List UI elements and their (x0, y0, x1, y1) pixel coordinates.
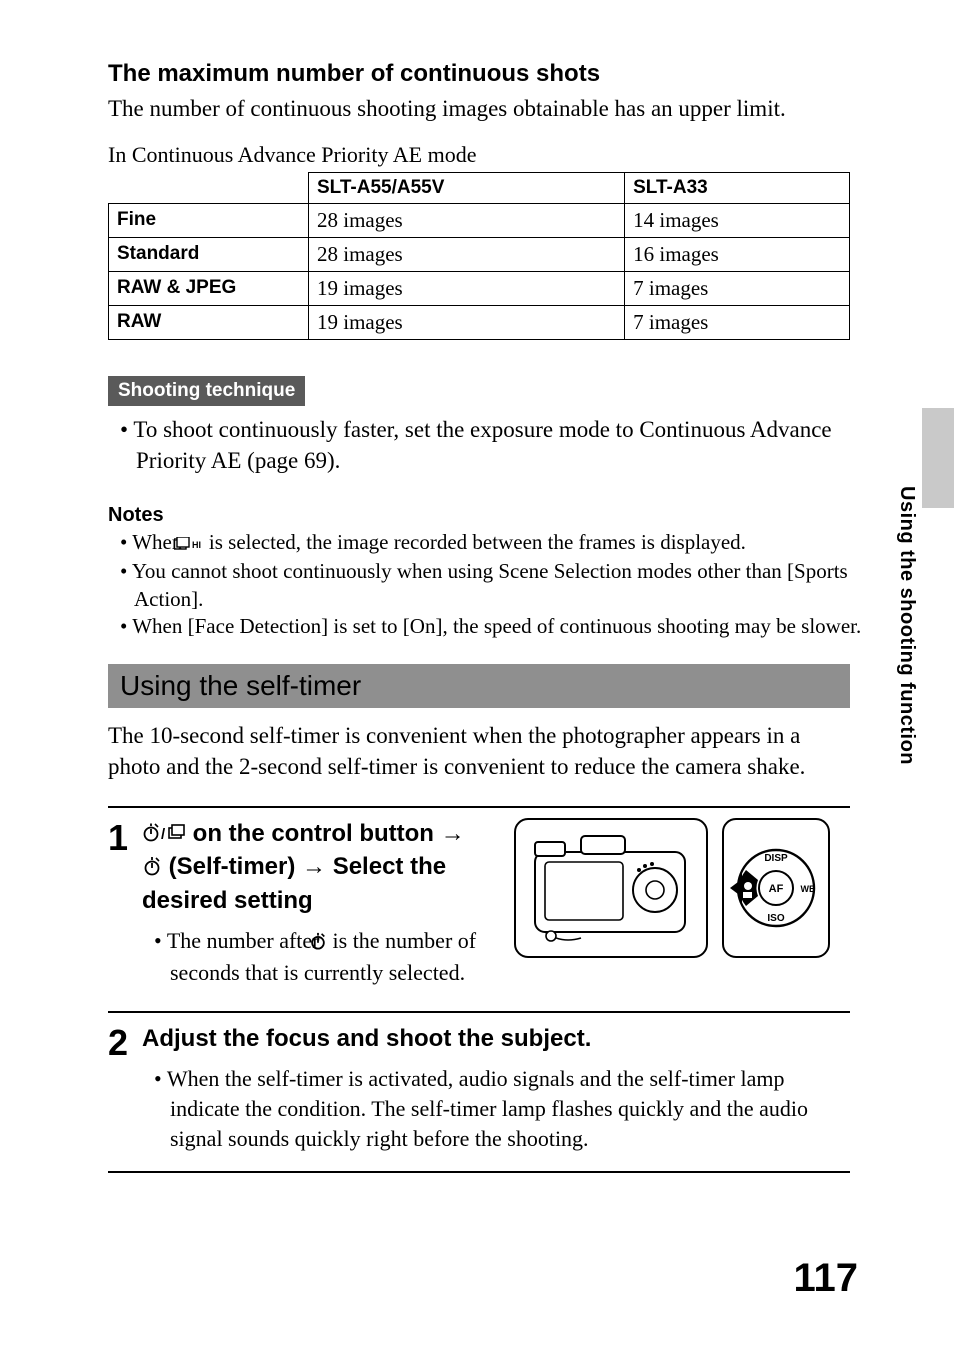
section-side-label: Using the shooting function (895, 486, 918, 765)
side-tab (922, 408, 954, 508)
table-col-header: SLT-A33 (625, 172, 850, 203)
step-number: 1 (108, 818, 142, 856)
camera-illustration (514, 818, 708, 958)
table-cell: 7 images (625, 271, 850, 305)
step-block: 1 / on the control bu (108, 806, 850, 987)
notes-item: When HI is selected, the image recorded … (108, 529, 894, 558)
technique-label: Shooting technique (108, 376, 305, 406)
timer-drive-icon: / (142, 820, 186, 851)
dial-top-label: DISP (764, 853, 788, 864)
subsection-body: The number of continuous shooting images… (108, 94, 894, 124)
table-row-label: Fine (109, 203, 309, 237)
table-row: Fine 28 images 14 images (109, 203, 850, 237)
section-intro: The 10-second self-timer is convenient w… (108, 720, 850, 782)
svg-text:HI: HI (192, 540, 201, 550)
arrow-icon: → (302, 853, 326, 880)
table-row: RAW 19 images 7 images (109, 305, 850, 339)
table-cell: 7 images (625, 305, 850, 339)
table-cell: 19 images (309, 271, 625, 305)
dial-left-arrow-icon (730, 882, 738, 894)
table-row-label: Standard (109, 237, 309, 271)
table-cell: 14 images (625, 203, 850, 237)
table-row: RAW & JPEG 19 images 7 images (109, 271, 850, 305)
table-cell: 28 images (309, 237, 625, 271)
table-cell: 19 images (309, 305, 625, 339)
self-timer-icon (325, 928, 327, 958)
table-row: Standard 28 images 16 images (109, 237, 850, 271)
step-title: Adjust the focus and shoot the subject. (142, 1023, 850, 1054)
continuous-shots-table: SLT-A55/A55V SLT-A33 Fine 28 images 14 i… (108, 172, 850, 340)
page-number: 117 (793, 1256, 858, 1301)
notes-item: You cannot shoot continuously when using… (108, 558, 894, 613)
step-text: on the control button (193, 820, 441, 847)
step-title: / on the control button → (142, 818, 502, 916)
page: Using the shooting function The maximum … (0, 0, 954, 1345)
step-illustration: AF DISP ISO WB (514, 818, 830, 958)
step-sub-item: The number after is the number of second… (142, 926, 502, 987)
step-block: 2 Adjust the focus and shoot the subject… (108, 1011, 850, 1173)
table-cell: 28 images (309, 203, 625, 237)
table-row-label: RAW (109, 305, 309, 339)
self-timer-icon (142, 853, 162, 884)
table-header-row: SLT-A55/A55V SLT-A33 (109, 172, 850, 203)
technique-list: To shoot continuously faster, set the ex… (108, 414, 894, 476)
table-header-empty (109, 172, 309, 203)
dial-right-label: WB (801, 884, 816, 894)
continuous-hi-icon: HI (188, 531, 204, 558)
step-sub-text: The number after (167, 928, 325, 953)
notes-text: is selected, the image recorded between … (209, 530, 746, 554)
step-sub-list: When the self-timer is activated, audio … (142, 1064, 850, 1153)
technique-item: To shoot continuously faster, set the ex… (108, 414, 894, 476)
control-dial-illustration: AF DISP ISO WB (722, 818, 830, 958)
table-col-header: SLT-A55/A55V (309, 172, 625, 203)
dial-center-label: AF (769, 883, 784, 895)
step-number: 2 (108, 1023, 142, 1061)
step-sub-item: When the self-timer is activated, audio … (142, 1064, 850, 1153)
step-text: (Self-timer) (169, 853, 302, 880)
notes-heading: Notes (108, 504, 894, 527)
table-cell: 16 images (625, 237, 850, 271)
notes-item: When [Face Detection] is set to [On], th… (108, 613, 894, 640)
table-caption: In Continuous Advance Priority AE mode (108, 142, 894, 168)
step-sub-list: The number after is the number of second… (142, 926, 502, 987)
arrow-icon: → (441, 820, 465, 847)
dial-bottom-label: ISO (767, 913, 784, 924)
svg-text:/: / (161, 826, 166, 843)
table-row-label: RAW & JPEG (109, 271, 309, 305)
section-heading-bar: Using the self-timer (108, 664, 850, 708)
subsection-title: The maximum number of continuous shots (108, 60, 894, 88)
notes-list: When HI is selected, the image recorded … (108, 529, 894, 640)
